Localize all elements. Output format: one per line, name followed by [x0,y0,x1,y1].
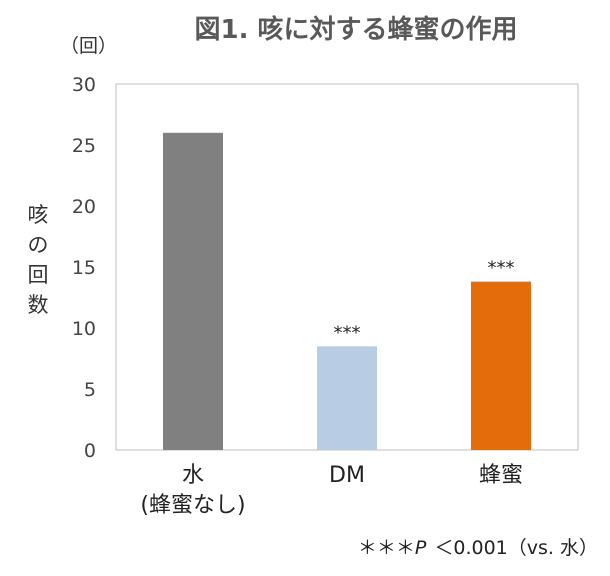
bar [163,132,223,451]
x-category-label: 蜂蜜 [479,463,523,488]
x-category-label: DM [329,463,365,488]
y-label-char: 数 [28,293,49,317]
y-tick-label: 25 [72,135,96,157]
footnote-text: ＜0.001（vs. 水） [434,537,598,559]
y-label-char: 回 [28,263,49,287]
y-tick-label: 15 [72,257,96,279]
y-label-char: 咳 [28,203,49,227]
footnote: ＊＊＊P ＜0.001（vs. 水） [358,537,598,559]
y-unit-label: （回） [60,35,117,57]
x-category-sublabel: (蜂蜜なし) [140,493,245,518]
y-tick-label: 5 [84,379,96,401]
significance-markers: *** *** [334,258,515,344]
y-axis-ticks: 0 5 10 15 20 25 30 [72,74,96,462]
significance-label: *** [334,322,361,343]
bar [471,281,531,450]
chart-title: 図1. 咳に対する蜂蜜の作用 [194,14,517,45]
bar [317,346,377,450]
y-tick-label: 10 [72,318,96,340]
x-category-label: 水 [182,463,204,488]
footnote-p: P [415,537,427,559]
y-tick-label: 0 [84,440,96,462]
y-tick-label: 30 [72,74,96,96]
significance-label: *** [488,258,515,279]
bars [163,132,531,451]
y-label-char: の [28,233,49,257]
y-tick-label: 20 [72,196,96,218]
footnote-stars: ＊＊＊ [358,537,415,559]
x-axis-categories: 水 (蜂蜜なし) DM 蜂蜜 [140,463,523,518]
